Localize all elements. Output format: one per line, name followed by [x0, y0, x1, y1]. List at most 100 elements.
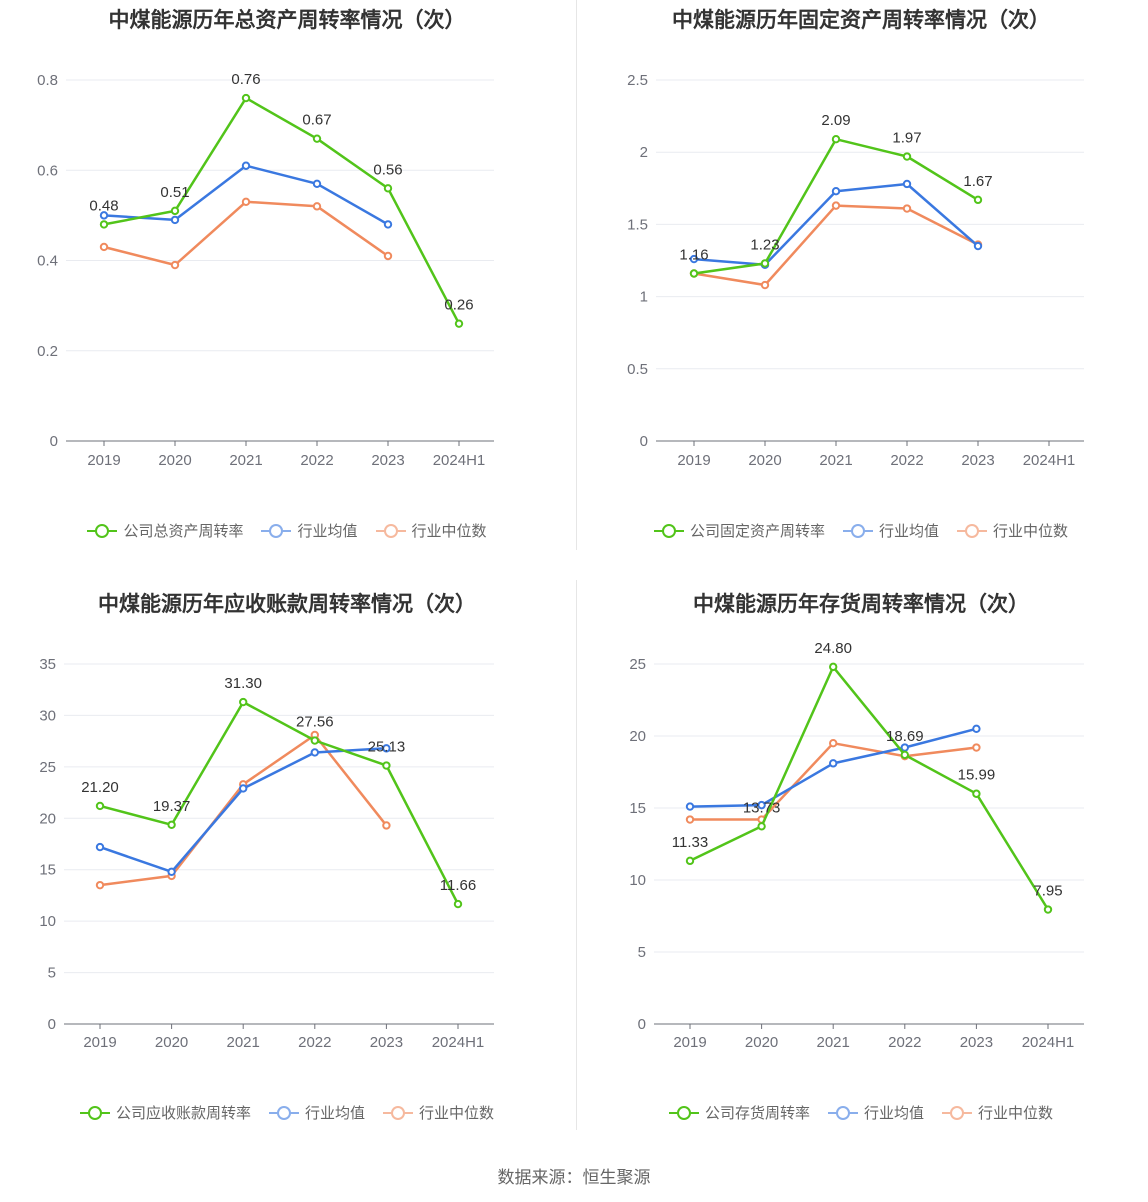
data-point-company — [760, 259, 770, 268]
legend-item-company[interactable]: 公司固定资产周转率 — [653, 520, 825, 541]
data-point-company — [382, 761, 391, 770]
chart-svg: 0 5 10 15 20 25 2019 2020 2021 2022 2023 2024H1 11.3… — [629, 640, 1084, 1051]
legend-label: 行业中位数 — [419, 1105, 495, 1122]
y-tick-label: 10 — [629, 872, 646, 889]
data-point-company — [241, 93, 251, 103]
data-point-median — [760, 280, 770, 290]
x-tick-label: 2019 — [673, 1034, 706, 1051]
data-point-avg — [689, 254, 699, 264]
chart-legend: 公司固定资产周转率 行业均值 行业中位数 — [574, 520, 1148, 541]
series-line-company — [99, 700, 460, 905]
data-point-company — [312, 134, 322, 143]
y-tick-label: 0.6 — [37, 162, 58, 179]
data-point-company — [902, 152, 912, 161]
data-point-median — [312, 202, 322, 211]
data-point-median — [685, 815, 695, 824]
y-tick-label: 1 — [640, 289, 648, 306]
x-tick-label: 2021 — [819, 452, 852, 469]
chart-panel-total-asset-turnover: 中煤能源历年总资产周转率情况（次） 0 0.2 0.4 0.6 0.8 2019 2020 2… — [0, 0, 574, 560]
data-label: 24.80 — [814, 640, 852, 657]
data-point-company — [167, 820, 176, 829]
chart-panel-receivables-turnover: 中煤能源历年应收账款周转率情况（次） 0 5 10 15 20 25 30 35 2019 202… — [0, 580, 574, 1150]
y-tick-label: 5 — [48, 965, 56, 982]
vertical-divider-bottom — [576, 580, 577, 1130]
y-tick-label: 0.5 — [627, 361, 648, 378]
y-tick-label: 0 — [48, 1016, 56, 1033]
y-tick-label: 10 — [39, 913, 56, 930]
legend-item-median[interactable]: 行业中位数 — [375, 520, 487, 541]
legend-item-company[interactable]: 公司总资产周转率 — [87, 520, 243, 541]
legend-label: 公司存货周转率 — [704, 1105, 810, 1122]
legend-marker-icon — [79, 1105, 110, 1120]
data-point-company — [239, 697, 248, 707]
data-label: 25.13 — [368, 739, 406, 756]
chart-panel-fixed-asset-turnover: 中煤能源历年固定资产周转率情况（次） 0 0.5 1 1.5 2 2.5 2019 2020 2… — [574, 0, 1148, 560]
legend-item-median[interactable]: 行业中位数 — [957, 520, 1068, 541]
legend-label: 公司固定资产周转率 — [689, 523, 825, 540]
legend-label: 公司应收账款周转率 — [115, 1105, 251, 1122]
data-point-company — [95, 801, 105, 811]
chart-title: 中煤能源历年固定资产周转率情况（次） — [672, 9, 1050, 32]
legend-item-avg[interactable]: 行业均值 — [268, 1102, 365, 1123]
data-label: 11.33 — [672, 834, 708, 851]
data-label: 0.51 — [160, 184, 189, 201]
x-tick-label: 2022 — [890, 452, 923, 469]
data-point-company — [972, 789, 981, 798]
legend-label: 行业中位数 — [411, 523, 487, 540]
legend-item-median[interactable]: 行业中位数 — [383, 1102, 494, 1123]
legend-item-company[interactable]: 公司应收账款周转率 — [79, 1102, 251, 1123]
x-tick-label: 2019 — [677, 452, 710, 469]
x-tick-label: 2024H1 — [1022, 1034, 1075, 1051]
data-label: 0.67 — [302, 112, 331, 129]
data-point-median — [95, 880, 105, 890]
legend-item-avg[interactable]: 行业均值 — [842, 520, 939, 541]
legend-marker-icon — [827, 1105, 858, 1120]
chart-legend: 公司存货周转率 行业均值 行业中位数 — [574, 1102, 1148, 1123]
legend-item-company[interactable]: 公司存货周转率 — [668, 1102, 810, 1123]
chart-title: 中煤能源历年存货周转率情况（次） — [693, 593, 1029, 616]
legend-marker-icon — [375, 523, 406, 538]
data-point-avg — [902, 179, 912, 189]
data-label: 1.16 — [679, 246, 708, 263]
y-tick-label: 0.8 — [37, 72, 58, 89]
data-point-avg — [383, 220, 393, 229]
x-tick-label: 2020 — [155, 1034, 188, 1051]
data-label: 0.56 — [373, 161, 402, 178]
data-label: 0.26 — [444, 297, 473, 314]
data-label: 13.73 — [743, 799, 781, 816]
data-point-company — [829, 662, 838, 672]
chart-title: 中煤能源历年总资产周转率情况（次） — [108, 9, 466, 32]
series-line-median — [693, 204, 979, 287]
y-tick-label: 15 — [39, 862, 56, 879]
data-point-avg — [900, 743, 909, 752]
data-point-avg — [167, 867, 176, 876]
chart-legend: 公司应收账款周转率 行业均值 行业中位数 — [0, 1102, 574, 1123]
x-tick-label: 2021 — [817, 1034, 850, 1051]
legend-label: 公司总资产周转率 — [123, 523, 244, 540]
x-tick-label: 2020 — [748, 452, 781, 469]
legend-label: 行业均值 — [863, 1105, 924, 1122]
data-point-median — [382, 821, 391, 830]
data-point-avg — [757, 800, 766, 810]
legend-item-avg[interactable]: 行业均值 — [261, 520, 358, 541]
data-label: 27.56 — [296, 714, 334, 731]
chart-panel-inventory-turnover: 中煤能源历年存货周转率情况（次） 0 5 10 15 20 25 2019 2020 2021 2… — [574, 580, 1148, 1150]
data-point-company — [900, 750, 909, 760]
legend-marker-icon — [261, 523, 292, 538]
data-point-avg — [170, 215, 180, 225]
legend-marker-icon — [383, 1105, 413, 1120]
y-tick-label: 30 — [39, 707, 56, 724]
x-tick-label: 2023 — [961, 452, 994, 469]
x-tick-label: 2022 — [888, 1034, 921, 1051]
data-point-company — [99, 220, 109, 229]
x-tick-label: 2020 — [158, 452, 191, 469]
x-tick-label: 2019 — [83, 1034, 116, 1051]
legend-item-avg[interactable]: 行业均值 — [827, 1102, 924, 1123]
data-point-company — [310, 736, 319, 745]
data-label: 2.09 — [821, 112, 850, 129]
data-point-median — [972, 743, 981, 752]
y-tick-label: 0 — [640, 433, 648, 450]
data-label: 1.97 — [892, 130, 921, 147]
chart-svg: 0 0.2 0.4 0.6 0.8 2019 2020 2021 2022 2023 2024H1 0… — [37, 71, 494, 469]
legend-item-median[interactable]: 行业中位数 — [942, 1102, 1053, 1123]
